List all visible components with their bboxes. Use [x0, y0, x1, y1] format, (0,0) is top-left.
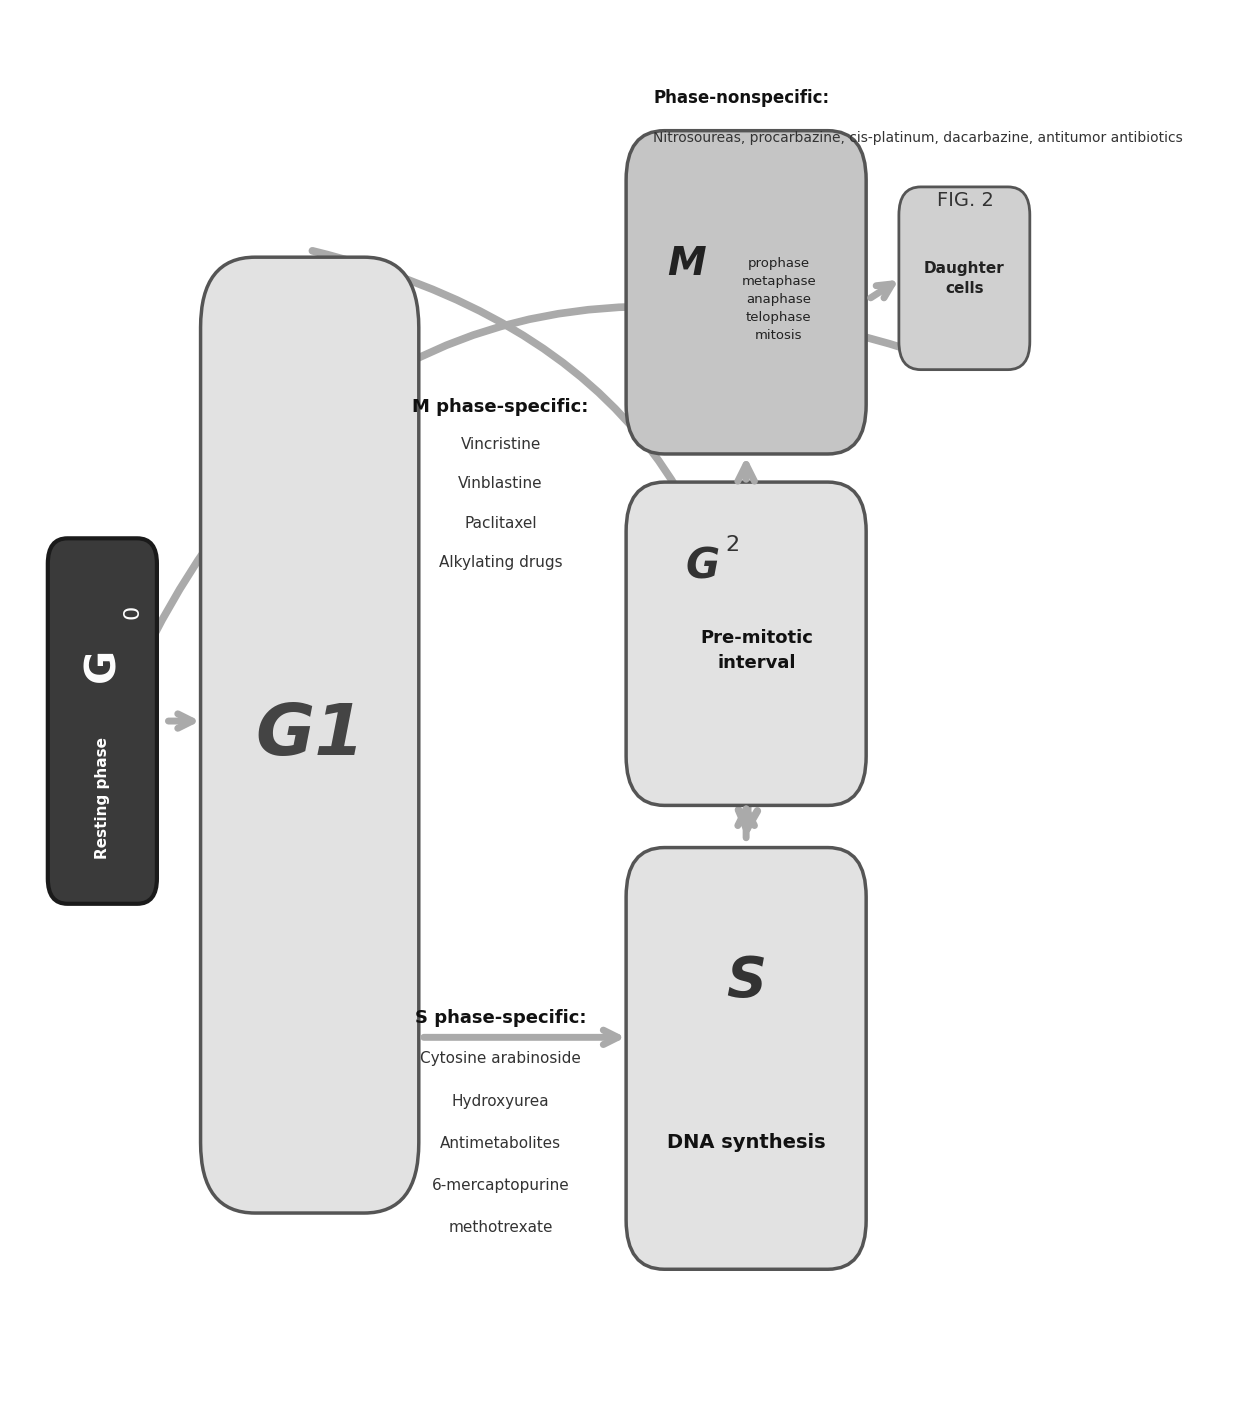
Text: 0: 0	[123, 604, 143, 618]
Text: M phase-specific:: M phase-specific:	[413, 397, 589, 416]
Text: DNA synthesis: DNA synthesis	[667, 1133, 826, 1152]
Text: Pre-mitotic
interval: Pre-mitotic interval	[701, 629, 813, 672]
FancyBboxPatch shape	[48, 539, 157, 904]
Text: Vinblastine: Vinblastine	[459, 477, 543, 492]
Text: Cytosine arabinoside: Cytosine arabinoside	[420, 1052, 582, 1066]
Text: methotrexate: methotrexate	[449, 1220, 553, 1234]
Text: Nitrosoureas, procarbazine, cis-platinum, dacarbazine, antitumor antibiotics: Nitrosoureas, procarbazine, cis-platinum…	[653, 130, 1183, 144]
Text: prophase
metaphase
anaphase
telophase
mitosis: prophase metaphase anaphase telophase mi…	[742, 257, 816, 342]
Text: Vincristine: Vincristine	[460, 437, 541, 452]
FancyBboxPatch shape	[626, 130, 867, 454]
Text: G: G	[686, 546, 719, 587]
FancyBboxPatch shape	[201, 257, 419, 1213]
Text: M: M	[667, 245, 706, 283]
FancyBboxPatch shape	[626, 847, 867, 1270]
Text: S phase-specific:: S phase-specific:	[415, 1010, 587, 1027]
Text: Phase-nonspecific:: Phase-nonspecific:	[653, 89, 830, 106]
Text: 2: 2	[725, 536, 739, 556]
FancyBboxPatch shape	[899, 187, 1030, 369]
Text: Paclitaxel: Paclitaxel	[464, 516, 537, 530]
Text: Resting phase: Resting phase	[95, 737, 110, 860]
Text: 6-mercaptopurine: 6-mercaptopurine	[432, 1178, 569, 1193]
Text: Alkylating drugs: Alkylating drugs	[439, 556, 563, 570]
Text: FIG. 2: FIG. 2	[937, 191, 994, 211]
Text: G1: G1	[255, 700, 365, 769]
Text: G: G	[82, 648, 123, 682]
Text: Daughter
cells: Daughter cells	[924, 260, 1004, 296]
FancyBboxPatch shape	[626, 482, 867, 806]
Text: S: S	[727, 954, 766, 1008]
Text: Antimetabolites: Antimetabolites	[440, 1135, 562, 1151]
Text: Hydroxyurea: Hydroxyurea	[451, 1093, 549, 1109]
